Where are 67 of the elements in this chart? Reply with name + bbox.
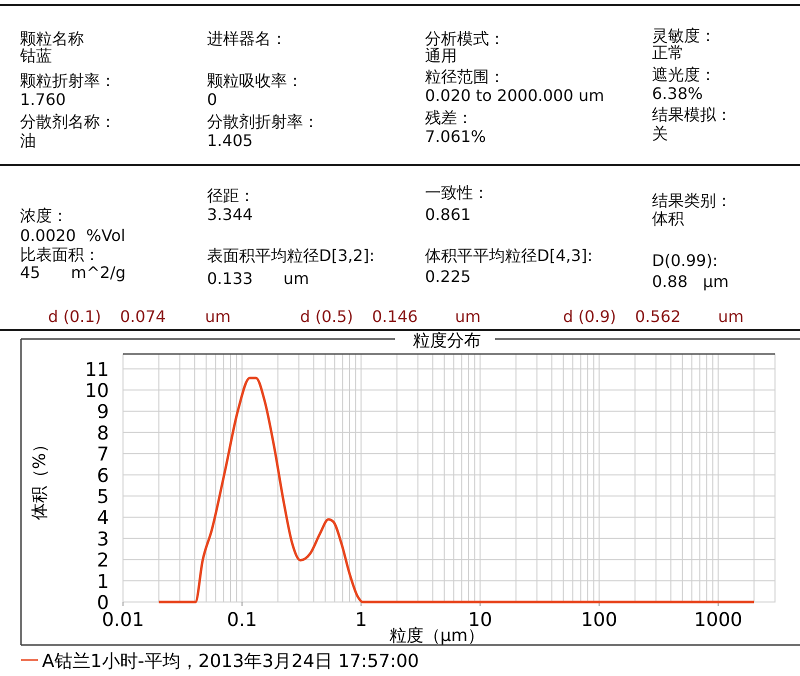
text: um: [205, 307, 231, 326]
text: 粒径范围：: [425, 67, 505, 86]
text: 径距：: [207, 186, 255, 205]
text: 钴蓝: [19, 46, 52, 65]
text: 3.344: [207, 205, 253, 224]
text: um: [718, 307, 744, 326]
text: 通用: [425, 46, 457, 65]
text: 一致性：: [425, 183, 489, 202]
y-tick-label: 4: [96, 507, 109, 530]
text: 正常: [652, 43, 684, 62]
text: 1.405: [207, 131, 253, 150]
text: 0.88 μm: [652, 272, 729, 291]
y-axis-title: 体积（%）: [30, 436, 50, 520]
text: 分散剂名称：: [20, 112, 116, 131]
text: D(0.99):: [652, 251, 718, 270]
text: 遮光度：: [652, 65, 716, 84]
text: 0.020 to 2000.000 um: [425, 86, 604, 105]
x-tick-label: 1000: [694, 609, 742, 631]
text: 灵敏度：: [652, 26, 716, 45]
text: 0.861: [425, 205, 471, 224]
text: 颗粒名称: [20, 29, 84, 48]
text: 表面积平均粒径D[3,2]:: [207, 246, 375, 265]
text: 体积平平均粒径D[4,3]:: [425, 246, 593, 265]
text: 45 m^2/g: [20, 263, 126, 282]
y-tick-label: 5: [96, 486, 109, 508]
text: d (0.1): [48, 307, 102, 326]
x-tick-label: 1: [355, 609, 368, 631]
y-tick-label: 8: [96, 422, 109, 444]
y-tick-label: 7: [96, 444, 109, 466]
text: 残差：: [425, 108, 473, 127]
y-tick-label: 9: [96, 401, 109, 424]
text: 结果类别：: [652, 191, 732, 210]
text: 颗粒吸收率：: [207, 71, 303, 90]
text: 0: [207, 90, 218, 109]
y-tick-label: 10: [84, 380, 109, 402]
text: 0.074: [120, 307, 166, 326]
y-tick-label: 11: [84, 358, 109, 381]
text: 0.0020 %Vol: [20, 226, 126, 245]
y-tick-label: 1: [96, 570, 109, 593]
text: 0.133 um: [207, 269, 310, 288]
text: d (0.9): [563, 307, 616, 326]
text: 关: [652, 124, 668, 143]
text: 0.225: [425, 267, 471, 286]
y-tick-label: 3: [96, 528, 109, 550]
x-tick-label: 100: [581, 609, 618, 631]
text: 6.38%: [652, 84, 703, 103]
text: 1.760: [20, 90, 66, 109]
text: um: [455, 307, 481, 326]
text: 油: [20, 131, 36, 150]
text: 7.061%: [425, 127, 486, 146]
text: 进样器名：: [207, 29, 287, 48]
text: 比表面积：: [20, 245, 100, 264]
text: 颗粒折射率：: [20, 71, 116, 90]
x-tick-label: 0.01: [102, 609, 144, 631]
legend-label: A钴兰1小时-平均，2013年3月24日 17:57:00: [42, 651, 419, 672]
y-tick-label: 2: [96, 550, 109, 572]
x-tick-label: 0.1: [226, 609, 258, 631]
text: 0.562: [635, 307, 681, 326]
text: 结果模拟：: [652, 105, 732, 124]
text: 浓度：: [20, 206, 68, 225]
text: 体积: [652, 209, 684, 228]
text: 0.146: [372, 307, 418, 326]
text: 分散剂折射率：: [207, 112, 319, 131]
text: 分析模式：: [425, 29, 505, 48]
chart-title: 粒度分布: [413, 331, 481, 351]
text: d (0.5): [300, 307, 354, 326]
y-tick-label: 6: [96, 464, 109, 487]
